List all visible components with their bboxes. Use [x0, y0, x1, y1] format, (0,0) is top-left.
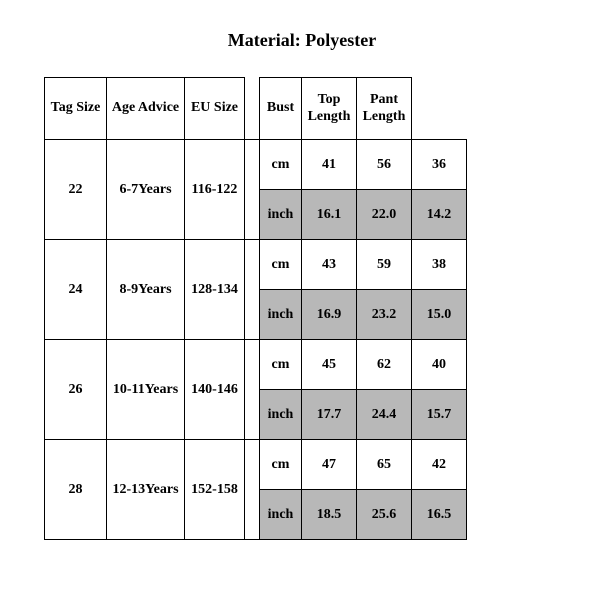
- cell-unit-inch: inch: [260, 290, 302, 340]
- cell-tag: 24: [45, 240, 107, 340]
- cell-spacer: [245, 240, 260, 340]
- cell-unit-cm: cm: [260, 140, 302, 190]
- cell-top-cm: 59: [357, 240, 412, 290]
- cell-top-cm: 62: [357, 340, 412, 390]
- cell-tag: 26: [45, 340, 107, 440]
- cell-eu: 140-146: [185, 340, 245, 440]
- cell-pant-inch: 16.5: [412, 490, 467, 540]
- cell-top-inch: 25.6: [357, 490, 412, 540]
- page-title: Material: Polyester: [44, 30, 560, 51]
- cell-top-inch: 23.2: [357, 290, 412, 340]
- cell-age: 6-7Years: [107, 140, 185, 240]
- cell-eu: 152-158: [185, 440, 245, 540]
- cell-eu: 116-122: [185, 140, 245, 240]
- col-tag: Tag Size: [45, 78, 107, 140]
- table-row: 2812-13Years152-158cm476542: [45, 440, 467, 490]
- cell-spacer: [245, 340, 260, 440]
- col-bust: Bust: [260, 78, 302, 140]
- cell-unit-cm: cm: [260, 440, 302, 490]
- cell-tag: 28: [45, 440, 107, 540]
- cell-bust-inch: 18.5: [302, 490, 357, 540]
- cell-bust-cm: 47: [302, 440, 357, 490]
- size-table: Tag Size Age Advice EU Size Bust Top Len…: [44, 77, 467, 540]
- col-eu: EU Size: [185, 78, 245, 140]
- cell-age: 8-9Years: [107, 240, 185, 340]
- cell-pant-cm: 38: [412, 240, 467, 290]
- cell-pant-inch: 14.2: [412, 190, 467, 240]
- cell-eu: 128-134: [185, 240, 245, 340]
- cell-spacer: [245, 440, 260, 540]
- table-header-row: Tag Size Age Advice EU Size Bust Top Len…: [45, 78, 467, 140]
- col-spacer: [245, 78, 260, 140]
- col-top: Top Length: [302, 78, 357, 140]
- cell-top-cm: 56: [357, 140, 412, 190]
- cell-spacer: [245, 140, 260, 240]
- cell-top-cm: 65: [357, 440, 412, 490]
- cell-unit-cm: cm: [260, 240, 302, 290]
- cell-pant-inch: 15.0: [412, 290, 467, 340]
- table-row: 248-9Years128-134cm435938: [45, 240, 467, 290]
- cell-bust-inch: 16.9: [302, 290, 357, 340]
- cell-age: 10-11Years: [107, 340, 185, 440]
- cell-unit-inch: inch: [260, 490, 302, 540]
- cell-bust-cm: 41: [302, 140, 357, 190]
- cell-bust-inch: 16.1: [302, 190, 357, 240]
- cell-top-inch: 24.4: [357, 390, 412, 440]
- cell-unit-cm: cm: [260, 340, 302, 390]
- cell-pant-inch: 15.7: [412, 390, 467, 440]
- cell-bust-cm: 43: [302, 240, 357, 290]
- cell-pant-cm: 42: [412, 440, 467, 490]
- cell-pant-cm: 40: [412, 340, 467, 390]
- cell-tag: 22: [45, 140, 107, 240]
- col-pant: Pant Length: [357, 78, 412, 140]
- table-row: 226-7Years116-122cm415636: [45, 140, 467, 190]
- cell-pant-cm: 36: [412, 140, 467, 190]
- cell-unit-inch: inch: [260, 390, 302, 440]
- col-age: Age Advice: [107, 78, 185, 140]
- cell-bust-inch: 17.7: [302, 390, 357, 440]
- cell-top-inch: 22.0: [357, 190, 412, 240]
- table-row: 2610-11Years140-146cm456240: [45, 340, 467, 390]
- cell-bust-cm: 45: [302, 340, 357, 390]
- cell-age: 12-13Years: [107, 440, 185, 540]
- cell-unit-inch: inch: [260, 190, 302, 240]
